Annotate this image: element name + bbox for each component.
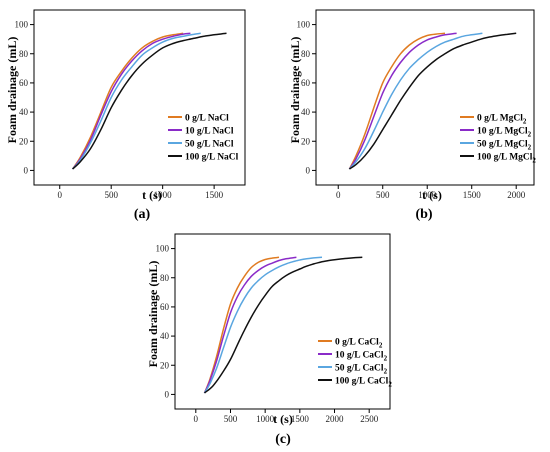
legend-label: 10 g/L MgCl2 [477, 127, 532, 139]
legend-label: 0 g/L NaCl [185, 114, 229, 124]
legend-label-text: 50 g/L CaCl [335, 364, 384, 374]
legend-label-subscript: 2 [379, 342, 383, 350]
x-tick-label: 1000 [418, 190, 437, 200]
series-line [348, 32, 446, 170]
legend-label: 10 g/L CaCl2 [335, 351, 388, 363]
x-tick-label: 2000 [507, 190, 526, 200]
y-tick-label: 100 [297, 20, 311, 30]
panel-b-label: (b) [415, 207, 432, 222]
x-tick-label: 0 [57, 190, 62, 200]
legend-label-text: 50 g/L NaCl [185, 140, 234, 150]
series-line [348, 32, 457, 170]
series-line [71, 32, 184, 170]
y-tick-label: 100 [15, 20, 29, 30]
panel-c-plot-area: 0 500 1000 1500 2000 2500 0 20 40 60 80 100 0 g/L Ca… [156, 233, 392, 424]
legend-label-text: 0 g/L NaCl [185, 114, 229, 124]
legend-label-subscript: 2 [528, 131, 532, 139]
x-tick-label: 1500 [463, 190, 482, 200]
legend-label: 50 g/L MgCl2 [477, 140, 532, 152]
series-line [203, 256, 363, 394]
series-line [203, 256, 280, 394]
y-tick-label: 40 [301, 107, 311, 117]
x-tick-label: 2500 [360, 414, 379, 424]
legend-label: 0 g/L CaCl2 [335, 338, 383, 350]
x-tick-label: 2000 [326, 414, 345, 424]
panel-a-frame [33, 9, 246, 186]
legend-label-subscript: 2 [523, 118, 527, 126]
series-line [348, 32, 517, 170]
series-line [203, 256, 297, 394]
y-tick-label: 0 [306, 165, 311, 175]
panel-a-plot-area: 0 500 1000 1500 0 20 40 60 80 100 0 g/L NaCl 10 g/L… [15, 9, 246, 200]
y-tick-label: 20 [19, 136, 29, 146]
legend-label: 100 g/L MgCl2 [477, 153, 536, 165]
legend-label-text: 10 g/L NaCl [185, 127, 234, 137]
panel-b-ylabel: Foam drainage (mL) [288, 37, 302, 144]
legend-label-text: 100 g/L MgCl [477, 153, 533, 163]
panel-c-ylabel: Foam drainage (mL) [146, 261, 160, 368]
x-tick-label: 0 [194, 414, 199, 424]
legend-label: 10 g/L NaCl [185, 127, 234, 137]
legend-label: 50 g/L CaCl2 [335, 364, 388, 376]
legend-label-text: 10 g/L CaCl [335, 351, 384, 361]
legend-label-subscript: 2 [384, 355, 388, 363]
series-line [72, 32, 201, 170]
legend-label: 100 g/L CaCl2 [335, 377, 392, 389]
y-tick-label: 60 [301, 78, 311, 88]
y-tick-label: 60 [160, 302, 170, 312]
legend-label-subscript: 2 [532, 157, 536, 165]
legend-label-text: 10 g/L MgCl [477, 127, 528, 137]
legend-label-text: 100 g/L NaCl [185, 153, 239, 163]
panel-c: 0 500 1000 1500 2000 2500 0 20 40 60 80 100 0 g/L Ca… [146, 233, 392, 447]
series-line [72, 32, 227, 170]
x-tick-label: 500 [376, 190, 390, 200]
x-tick-label: 1500 [205, 190, 224, 200]
y-tick-label: 60 [19, 78, 29, 88]
y-tick-label: 20 [160, 360, 170, 370]
legend-label: 0 g/L MgCl2 [477, 114, 527, 126]
x-tick-label: 0 [336, 190, 341, 200]
legend-label-text: 50 g/L MgCl [477, 140, 528, 150]
panel-a-xlabel: t (s) [142, 188, 162, 202]
series-line [348, 32, 483, 170]
panel-c-frame [174, 233, 391, 410]
legend-label: 50 g/L NaCl [185, 140, 234, 150]
y-tick-label: 80 [301, 49, 311, 59]
legend-label-subscript: 2 [528, 144, 532, 152]
panel-a: 0 500 1000 1500 0 20 40 60 80 100 0 g/L NaCl 10 g/L… [5, 9, 246, 222]
panel-b-frame [315, 9, 535, 186]
x-tick-label: 1000 [154, 190, 173, 200]
legend-label-text: 0 g/L CaCl [335, 338, 379, 348]
series-line [203, 256, 323, 394]
y-tick-label: 80 [19, 49, 29, 59]
y-tick-label: 40 [160, 331, 170, 341]
panel-a-label: (a) [134, 207, 151, 222]
y-tick-label: 80 [160, 273, 170, 283]
panel-c-xlabel: t (s) [273, 412, 293, 426]
legend-label-subscript: 2 [384, 368, 388, 376]
y-tick-label: 40 [19, 107, 29, 117]
y-tick-label: 100 [156, 244, 170, 254]
series-line [72, 32, 191, 170]
legend-label-text: 100 g/L CaCl [335, 377, 389, 387]
y-tick-label: 0 [24, 165, 29, 175]
legend-label-text: 0 g/L MgCl [477, 114, 523, 124]
legend-label-subscript: 2 [388, 381, 392, 389]
panel-b-xlabel: t (s) [422, 188, 442, 202]
y-tick-label: 20 [301, 136, 311, 146]
y-tick-label: 0 [165, 389, 170, 399]
x-tick-label: 1000 [256, 414, 275, 424]
panel-c-label: (c) [275, 432, 291, 447]
legend-label: 100 g/L NaCl [185, 153, 239, 163]
panel-a-ylabel: Foam drainage (mL) [5, 37, 19, 144]
x-tick-label: 1500 [291, 414, 310, 424]
x-tick-label: 500 [224, 414, 238, 424]
x-tick-label: 500 [104, 190, 118, 200]
